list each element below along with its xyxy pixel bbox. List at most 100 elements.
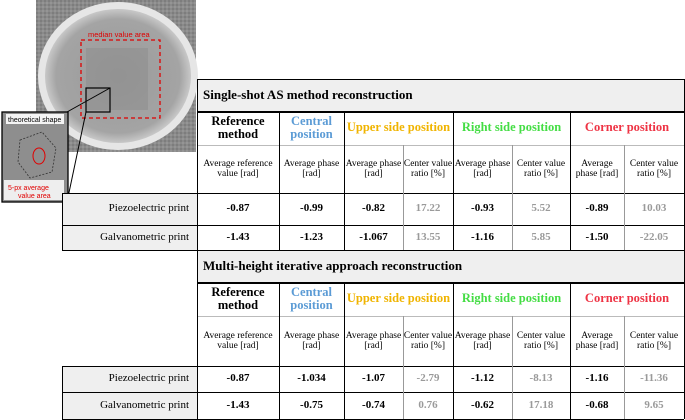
rule [197,250,198,419]
value-right-avg: -0.62 [471,398,494,411]
median-area-box [80,39,161,119]
subheader-corner-avg: Average phase [rad] [575,330,619,351]
value-central: -0.75 [300,398,323,411]
header-reference: Reference method [211,284,265,312]
rule [62,225,684,226]
rule [344,111,345,250]
inset-label-bottom: 5-px average [8,185,49,192]
subheader-corner-avg: Average phase [rad] [575,158,619,179]
subheader-upper-avg: Average phase [rad] [345,330,402,351]
value-corner-avg: -1.50 [585,230,609,243]
header-central: Central position [290,113,333,141]
subheader-central: Average phase [rad] [283,158,340,179]
value-upper-ratio: 13.55 [415,230,441,243]
row-label-band [62,392,197,419]
subheader-upper-ratio: Center value ratio [%] [403,330,453,351]
header-upper: Upper side position [346,291,451,306]
rule [624,145,625,250]
value-right-ratio: 5.52 [531,202,551,215]
section-title: Multi-height iterative approach reconstr… [203,258,463,274]
value-right-avg: -1.12 [471,372,494,385]
svg-text:value area: value area [18,193,51,200]
value-upper-ratio: 0.76 [418,398,438,411]
value-upper-ratio: -2.79 [416,372,440,385]
rule [197,79,198,250]
rule [570,111,571,250]
value-upper-avg: -0.82 [362,202,385,215]
value-upper-avg: -0.74 [362,398,385,411]
rule [279,282,280,419]
rule [197,111,684,113]
subheader-right-avg: Average phase [rad] [454,330,511,351]
value-right-avg: -0.93 [471,202,494,215]
value-corner-ratio: -11.36 [640,372,668,385]
rule [344,282,345,419]
row-label-band [62,193,197,225]
section-band [197,79,684,111]
header-upper: Upper side position [346,120,451,135]
rule [197,79,684,80]
rule [197,282,684,284]
value-right-ratio: 5.85 [531,230,551,243]
value-ref: -1.43 [226,230,250,243]
header-reference: Reference method [211,113,265,141]
subheader-corner-ratio: Center value ratio [%] [629,158,679,179]
value-upper-ratio: 17.22 [415,202,441,215]
rule [62,193,63,250]
row-label-band [62,366,197,392]
value-right-ratio: -8.13 [529,372,553,385]
subheader-ref: Average reference value [rad] [203,158,273,179]
value-corner-avg: -0.89 [585,202,609,215]
value-right-avg: -1.16 [471,230,494,243]
phase-image-figure: median value area theoretical shape 5-px… [1,0,198,203]
inset-label-top: theoretical shape [8,117,61,124]
row-label-band [62,225,197,250]
value-corner-ratio: -22.05 [639,230,669,243]
section-band [197,250,684,282]
rule [62,366,684,367]
rule [279,111,280,250]
subheader-upper-ratio: Center value ratio [%] [403,158,453,179]
header-right: Right side position [461,120,562,135]
value-corner-ratio: 9.65 [644,398,664,411]
rule [512,316,513,419]
header-central: Central position [290,284,333,312]
value-ref: -1.43 [226,398,250,411]
rule [570,282,571,419]
value-right-ratio: 17.18 [528,398,554,411]
value-corner-avg: -0.68 [585,398,609,411]
section-title: Single-shot AS method reconstruction [203,87,413,103]
value-central: -1.23 [300,230,323,243]
row-label: Galvanometric print [100,398,189,411]
rule [512,145,513,250]
value-central: -1.034 [297,372,326,385]
inset-zoom-image: theoretical shape 5-px average value are… [1,111,69,203]
header-right: Right side position [461,291,562,306]
value-ref: -0.87 [226,372,250,385]
row-label: Galvanometric print [100,230,189,243]
rule [62,193,684,194]
rule [197,250,684,251]
selection-square [85,87,111,113]
row-label: Piezoelectric print [108,372,189,385]
rule [197,145,684,146]
rule [453,282,454,419]
rule [624,316,625,419]
value-upper-avg: -1.067 [359,230,388,243]
rule [62,392,684,393]
value-corner-ratio: 10.03 [641,202,667,215]
subheader-right-ratio: Center value ratio [%] [516,158,566,179]
subheader-central: Average phase [rad] [283,330,340,351]
rule [403,145,404,250]
subheader-ref: Average reference value [rad] [203,330,273,351]
subheader-upper-avg: Average phase [rad] [345,158,402,179]
header-corner: Corner position [584,291,670,306]
subheader-right-ratio: Center value ratio [%] [516,330,566,351]
value-upper-avg: -1.07 [362,372,385,385]
rule [197,316,684,317]
rule [403,316,404,419]
value-central: -0.99 [300,202,323,215]
median-area-label: median value area [88,30,151,39]
value-corner-avg: -1.16 [585,372,609,385]
rule [453,111,454,250]
